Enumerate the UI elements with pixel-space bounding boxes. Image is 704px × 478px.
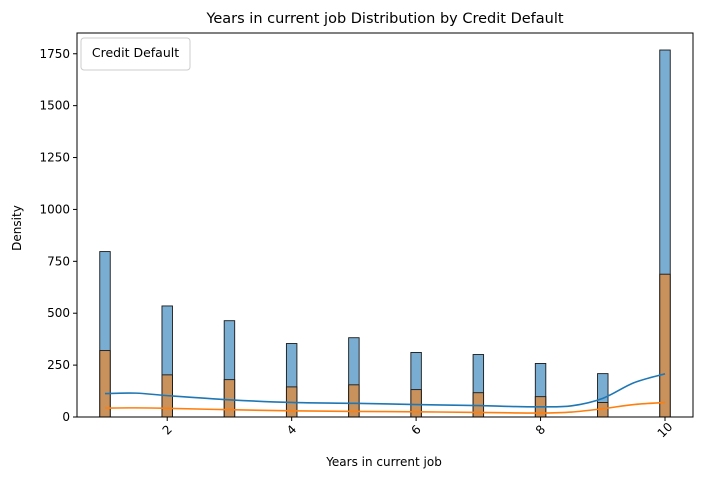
plot-frame bbox=[76, 32, 694, 418]
x-tick-label-4: 4 bbox=[284, 422, 299, 437]
kde-layer bbox=[104, 373, 666, 414]
x-tick-label-2: 2 bbox=[160, 422, 175, 437]
y-axis-label: Density bbox=[10, 205, 24, 251]
y-tick-label-1500: 1500 bbox=[39, 99, 70, 113]
y-tick-label-250: 250 bbox=[47, 358, 70, 372]
legend-box bbox=[80, 37, 191, 71]
legend-title: Credit Default bbox=[92, 45, 179, 60]
legend: Credit Default bbox=[80, 37, 191, 71]
kde-curve-2 bbox=[104, 401, 666, 414]
bar-series-2-x-10 bbox=[659, 273, 671, 418]
chart-title: Years in current job Distribution by Cre… bbox=[205, 11, 563, 27]
x-axis-ticks: 2 4 6 8 10 bbox=[160, 417, 676, 441]
kde-curve-1 bbox=[104, 373, 666, 408]
y-tick-label-1250: 1250 bbox=[39, 151, 70, 165]
y-tick-label-1750: 1750 bbox=[39, 47, 70, 61]
y-tick-label-750: 750 bbox=[47, 254, 70, 268]
bar-series-2-x-3 bbox=[223, 379, 236, 418]
x-axis-label: Years in current job bbox=[325, 455, 442, 469]
bars-layer bbox=[99, 49, 671, 418]
y-tick-label-500: 500 bbox=[47, 306, 70, 320]
x-tick-label-10: 10 bbox=[655, 420, 676, 441]
bar-series-2-x-6 bbox=[410, 389, 422, 418]
y-tick-label-1000: 1000 bbox=[39, 202, 70, 216]
y-tick-label-0: 0 bbox=[62, 410, 70, 424]
y-axis-ticks: 0 250 500 750 1000 1250 1500 1750 bbox=[39, 47, 77, 424]
x-tick-label-6: 6 bbox=[408, 422, 423, 437]
x-tick-label-8: 8 bbox=[533, 422, 548, 437]
bar-series-2-x-1 bbox=[99, 350, 111, 418]
